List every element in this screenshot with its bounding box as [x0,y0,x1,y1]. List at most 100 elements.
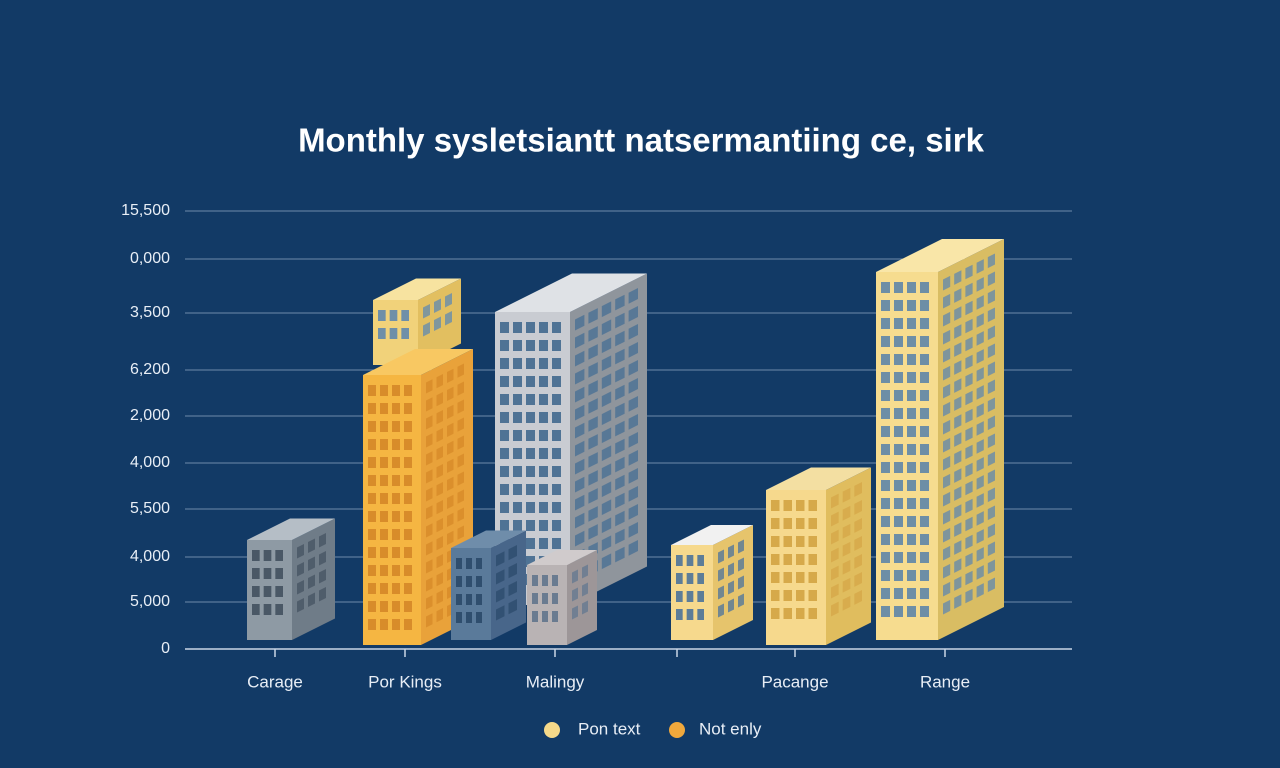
window [831,493,839,509]
window [447,368,454,383]
window [954,360,962,375]
window [976,277,984,292]
window [368,421,376,432]
window [457,489,464,504]
window [894,444,903,455]
window [686,555,694,566]
window [513,358,522,369]
window [987,433,995,449]
building [671,525,753,640]
window [526,502,535,513]
window [436,536,443,551]
window [575,404,585,421]
window [894,336,903,347]
window [575,458,585,475]
window [808,608,817,619]
labels: 15,500 0,000 3,500 6,200 2,000 4,000 5,500 4,00… [121,202,970,738]
building [527,550,597,645]
window [513,448,522,459]
window [513,322,522,333]
window [426,397,433,412]
window [686,573,694,584]
window [380,583,388,594]
window [907,318,916,329]
window [588,416,598,432]
window [943,491,951,507]
window [426,541,433,556]
window [965,354,973,370]
y-tick-label: 4,000 [130,548,170,565]
window [907,390,916,401]
window [954,504,962,519]
window [392,583,400,594]
window [615,510,625,527]
window [697,591,704,602]
window [426,559,433,574]
window [920,462,929,473]
window [404,529,412,540]
window [588,470,598,486]
window [954,396,962,411]
window [976,457,984,472]
window [588,398,598,414]
window [615,528,625,545]
window [628,324,638,340]
window [601,517,612,534]
window [976,331,984,346]
window [881,336,890,347]
window [894,462,903,473]
window [771,554,780,565]
window [426,487,433,502]
window [500,340,509,351]
window [552,322,561,333]
window [275,568,283,579]
window [447,404,454,419]
window [392,439,400,450]
window [572,605,578,620]
window [842,559,851,575]
y-tick-label: 2,000 [130,407,170,424]
window [457,435,464,450]
window [513,430,522,441]
window [697,573,704,584]
window [976,295,984,310]
legend-label: Not enly [699,719,762,738]
window [539,412,548,423]
window [965,480,973,496]
window [954,558,962,573]
building [876,239,1004,640]
building [247,518,335,640]
window [575,332,585,349]
window [575,422,585,439]
window [457,417,464,432]
window [368,565,376,576]
window [404,547,412,558]
window [539,376,548,387]
building-front [363,375,421,645]
window [894,426,903,437]
window [297,544,304,559]
window [728,580,734,595]
window [426,379,433,394]
window [275,604,283,615]
window [378,310,386,321]
window [907,516,916,527]
window [783,608,792,619]
window [854,536,862,551]
window [954,414,962,429]
window [368,619,376,630]
window [526,448,535,459]
window [965,372,973,388]
window [686,609,694,620]
window [881,282,890,293]
window [976,565,984,580]
window [436,518,443,533]
window [552,340,561,351]
window [965,588,973,604]
window [943,293,951,309]
window [718,603,724,618]
window [907,534,916,545]
window [500,322,509,333]
window [894,570,903,581]
window [476,612,482,623]
